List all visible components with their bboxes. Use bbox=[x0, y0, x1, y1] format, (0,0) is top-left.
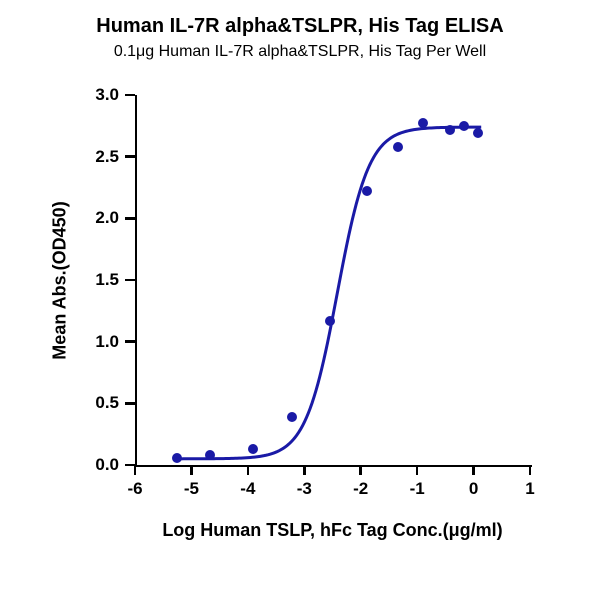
x-tick bbox=[134, 465, 137, 475]
x-axis-label: Log Human TSLP, hFc Tag Conc.(μg/ml) bbox=[135, 520, 530, 541]
y-tick bbox=[125, 279, 135, 282]
y-axis-label: Mean Abs.(OD450) bbox=[50, 181, 71, 381]
data-point bbox=[418, 118, 428, 128]
y-tick bbox=[125, 402, 135, 405]
x-tick-label: 0 bbox=[469, 479, 478, 499]
data-point bbox=[287, 412, 297, 422]
data-point bbox=[248, 444, 258, 454]
y-tick bbox=[125, 94, 135, 97]
y-tick-label: 1.0 bbox=[85, 332, 119, 352]
data-point bbox=[172, 453, 182, 463]
x-tick-label: -4 bbox=[240, 479, 255, 499]
y-tick-label: 0.5 bbox=[85, 393, 119, 413]
chart-subtitle: 0.1μg Human IL-7R alpha&TSLPR, His Tag P… bbox=[0, 43, 600, 61]
y-tick bbox=[125, 340, 135, 343]
data-point bbox=[473, 128, 483, 138]
x-tick-label: -6 bbox=[127, 479, 142, 499]
data-point bbox=[459, 121, 469, 131]
y-tick-label: 0.0 bbox=[85, 455, 119, 475]
x-tick bbox=[190, 465, 193, 475]
x-tick-label: -3 bbox=[297, 479, 312, 499]
x-tick-label: -5 bbox=[184, 479, 199, 499]
data-point bbox=[362, 186, 372, 196]
chart-title: Human IL-7R alpha&TSLPR, His Tag ELISA bbox=[0, 15, 600, 38]
x-tick-label: -1 bbox=[410, 479, 425, 499]
fit-curve bbox=[174, 127, 482, 459]
y-tick-label: 2.0 bbox=[85, 208, 119, 228]
x-tick bbox=[472, 465, 475, 475]
x-tick-label: 1 bbox=[525, 479, 534, 499]
data-point bbox=[393, 142, 403, 152]
y-tick bbox=[125, 217, 135, 220]
plot-area bbox=[135, 95, 532, 467]
data-point bbox=[325, 316, 335, 326]
x-tick bbox=[247, 465, 250, 475]
x-tick-label: -2 bbox=[353, 479, 368, 499]
data-point bbox=[205, 450, 215, 460]
chart-container: Human IL-7R alpha&TSLPR, His Tag ELISA 0… bbox=[0, 0, 600, 590]
x-tick bbox=[529, 465, 532, 475]
dose-response-curve bbox=[137, 95, 532, 465]
y-tick-label: 1.5 bbox=[85, 270, 119, 290]
data-point bbox=[445, 125, 455, 135]
y-tick bbox=[125, 464, 135, 467]
y-tick-label: 2.5 bbox=[85, 147, 119, 167]
x-tick bbox=[416, 465, 419, 475]
y-tick bbox=[125, 155, 135, 158]
x-tick bbox=[303, 465, 306, 475]
y-tick-label: 3.0 bbox=[85, 85, 119, 105]
x-tick bbox=[359, 465, 362, 475]
